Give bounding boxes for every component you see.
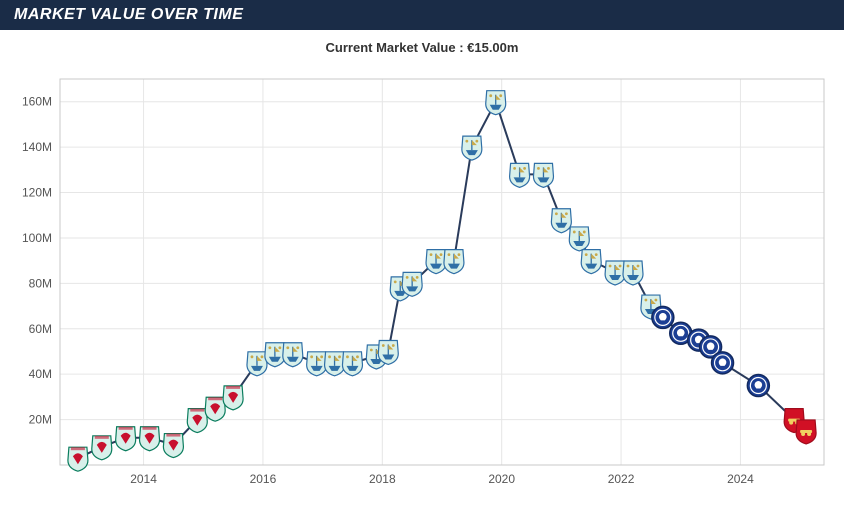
chart-title: MARKET VALUE OVER TIME (14, 6, 243, 23)
svg-text:2020: 2020 (488, 472, 515, 486)
data-point-liverpool-icon (205, 397, 225, 421)
data-point-mancity-icon (307, 352, 327, 376)
data-point-mancity-icon (265, 343, 285, 367)
svg-text:2016: 2016 (250, 472, 277, 486)
data-point-arsenal-icon (796, 420, 816, 444)
data-point-mancity-icon (605, 261, 625, 285)
svg-text:40M: 40M (29, 367, 52, 381)
svg-text:160M: 160M (22, 95, 52, 109)
data-point-mancity-icon (551, 209, 571, 233)
svg-text:120M: 120M (22, 186, 52, 200)
data-point-liverpool-icon (68, 447, 88, 471)
data-point-mancity-icon (581, 250, 601, 274)
svg-text:60M: 60M (29, 322, 52, 336)
data-point-mancity-icon (325, 352, 345, 376)
chart-header: MARKET VALUE OVER TIME (0, 0, 844, 30)
svg-text:2022: 2022 (608, 472, 635, 486)
data-point-mancity-icon (426, 250, 446, 274)
data-point-mancity-icon (569, 227, 589, 251)
data-point-mancity-icon (283, 343, 303, 367)
data-point-mancity-icon (342, 352, 362, 376)
svg-text:80M: 80M (29, 276, 52, 290)
data-point-liverpool-icon (140, 427, 160, 451)
svg-text:100M: 100M (22, 231, 52, 245)
data-point-mancity-icon (533, 163, 553, 187)
chart-container: 20M 40M 60M 80M 100M 120M 140M 160M 2014 2016 2018… (0, 61, 844, 513)
svg-text:2018: 2018 (369, 472, 396, 486)
data-point-mancity-icon (462, 136, 482, 160)
data-point-chelsea-icon (747, 375, 769, 397)
data-point-liverpool-icon (163, 434, 183, 458)
data-point-liverpool-icon (223, 386, 243, 410)
data-point-mancity-icon (402, 272, 422, 296)
data-point-liverpool-icon (92, 436, 112, 460)
data-point-mancity-icon (486, 91, 506, 115)
svg-text:2014: 2014 (130, 472, 157, 486)
chart-subtitle: Current Market Value : €15.00m (0, 30, 844, 61)
data-point-mancity-icon (378, 340, 398, 364)
svg-text:140M: 140M (22, 140, 52, 154)
data-point-mancity-icon (623, 261, 643, 285)
svg-text:20M: 20M (29, 413, 52, 427)
data-point-liverpool-icon (187, 409, 207, 433)
market-value-line-chart: 20M 40M 60M 80M 100M 120M 140M 160M 2014 2016 2018… (4, 61, 840, 505)
svg-text:2024: 2024 (727, 472, 754, 486)
data-point-mancity-icon (510, 163, 530, 187)
data-point-mancity-icon (444, 250, 464, 274)
data-point-chelsea-icon (712, 352, 734, 374)
data-point-mancity-icon (247, 352, 267, 376)
data-point-chelsea-icon (652, 306, 674, 328)
data-point-liverpool-icon (116, 427, 136, 451)
